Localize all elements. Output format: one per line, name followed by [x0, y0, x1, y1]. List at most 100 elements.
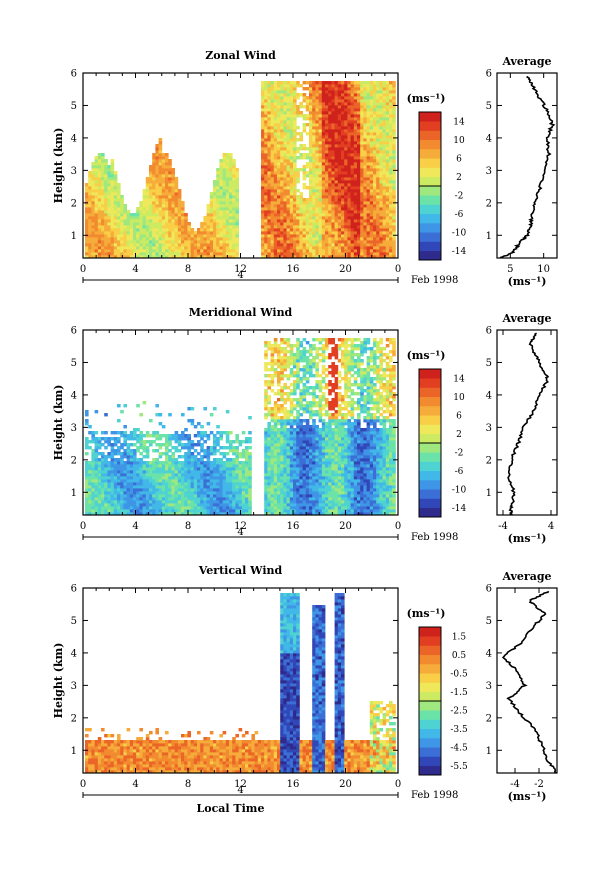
heatmap-cell [168, 210, 172, 214]
heatmap-cell [328, 213, 332, 217]
heatmap-cell [113, 494, 118, 498]
heatmap-cell [145, 216, 150, 220]
heatmap-cell [216, 425, 220, 429]
heatmap-cell [97, 243, 102, 247]
heatmap-cell [184, 234, 188, 238]
heatmap-cell [129, 452, 134, 456]
heatmap-cell [165, 243, 169, 247]
heatmap-cell [283, 126, 287, 130]
heatmap-cell [353, 249, 358, 253]
heatmap-cell [318, 195, 323, 199]
heatmap-cell [184, 503, 188, 507]
heatmap-cell [331, 159, 335, 163]
heatmap-cell [283, 93, 287, 97]
heatmap-cell [321, 192, 326, 196]
heatmap-cell [155, 443, 159, 447]
heatmap-cell [267, 126, 271, 130]
heatmap-cell [203, 216, 207, 220]
heatmap-cell [379, 87, 383, 91]
heatmap-cell [385, 117, 390, 121]
heatmap-cell [177, 210, 182, 214]
heatmap-cell [360, 216, 364, 220]
heatmap-cell [225, 500, 230, 504]
heatmap-cell [283, 141, 287, 145]
heatmap-cell [261, 159, 265, 163]
heatmap-cell [321, 237, 326, 241]
heatmap-cell [334, 90, 339, 94]
heatmap-cell [165, 183, 169, 187]
heatmap-cell [385, 99, 390, 103]
heatmap-cell [280, 150, 284, 154]
heatmap-cell [85, 213, 89, 217]
heatmap-cell [110, 198, 115, 202]
heatmap-cell [91, 506, 95, 510]
heatmap-cell [85, 255, 89, 259]
heatmap-cell [267, 210, 271, 214]
heatmap-cell [149, 207, 153, 211]
heatmap-cell [273, 231, 278, 235]
heatmap-cell [296, 93, 300, 97]
heatmap-cell [283, 231, 287, 235]
heatmap-cell [341, 135, 345, 139]
heatmap-cell [209, 201, 214, 205]
heatmap-cell [334, 165, 339, 169]
heatmap-cell [392, 222, 396, 226]
heatmap-cell [293, 189, 297, 193]
heatmap-cell [382, 195, 387, 199]
heatmap-cell [357, 162, 361, 166]
heatmap-cell [334, 183, 339, 187]
heatmap-cell [334, 186, 339, 190]
heatmap-cell [85, 506, 89, 510]
heatmap-cell [209, 449, 214, 453]
colorbar-tick-label: 2 [456, 173, 462, 183]
heatmap-cell [174, 201, 179, 205]
heatmap-cell [145, 476, 150, 480]
heatmap-cell [318, 117, 323, 121]
heatmap-cell [110, 503, 115, 507]
heatmap-cell [318, 102, 323, 106]
heatmap-cell [158, 156, 163, 160]
heatmap-cell [350, 138, 355, 142]
heatmap-cell [337, 135, 342, 139]
heatmap-cell [126, 243, 131, 247]
heatmap-cell [133, 431, 137, 435]
heatmap-cell [235, 189, 239, 193]
heatmap-cell [296, 114, 300, 118]
heatmap-cell [350, 174, 355, 178]
heatmap-cell [315, 132, 319, 136]
heatmap-cell [101, 252, 105, 256]
heatmap-cell [353, 168, 358, 172]
heatmap-cell [379, 177, 383, 181]
heatmap-cell [110, 186, 115, 190]
heatmap-cell [309, 129, 313, 133]
heatmap-cell [203, 491, 207, 495]
heatmap-cell [318, 93, 323, 97]
heatmap-cell [123, 470, 127, 474]
heatmap-cell [353, 129, 358, 133]
heatmap-cell [296, 177, 300, 181]
heatmap-cell [286, 219, 291, 223]
heatmap-cell [235, 174, 239, 178]
heatmap-cell [334, 126, 339, 130]
heatmap-cell [203, 488, 207, 492]
heatmap-cell [184, 512, 188, 516]
x-tick-label: 20 [339, 264, 352, 275]
heatmap-cell [299, 252, 303, 256]
heatmap-cell [117, 201, 121, 205]
heatmap-cell [117, 189, 121, 193]
heatmap-cell [334, 252, 339, 256]
heatmap-cell [277, 201, 281, 205]
heatmap-cell [385, 150, 390, 154]
heatmap-cell [107, 464, 111, 468]
heatmap-cell [289, 105, 294, 109]
heatmap-cell [296, 138, 300, 142]
heatmap-cell [289, 123, 294, 127]
heatmap-cell [312, 174, 316, 178]
heatmap-cell [120, 479, 124, 483]
heatmap-cell [331, 144, 335, 148]
heatmap-cell [328, 90, 332, 94]
heatmap-cell [280, 249, 284, 253]
heatmap-cell [91, 240, 95, 244]
heatmap-cell [123, 237, 127, 241]
heatmap-cell [273, 183, 278, 187]
